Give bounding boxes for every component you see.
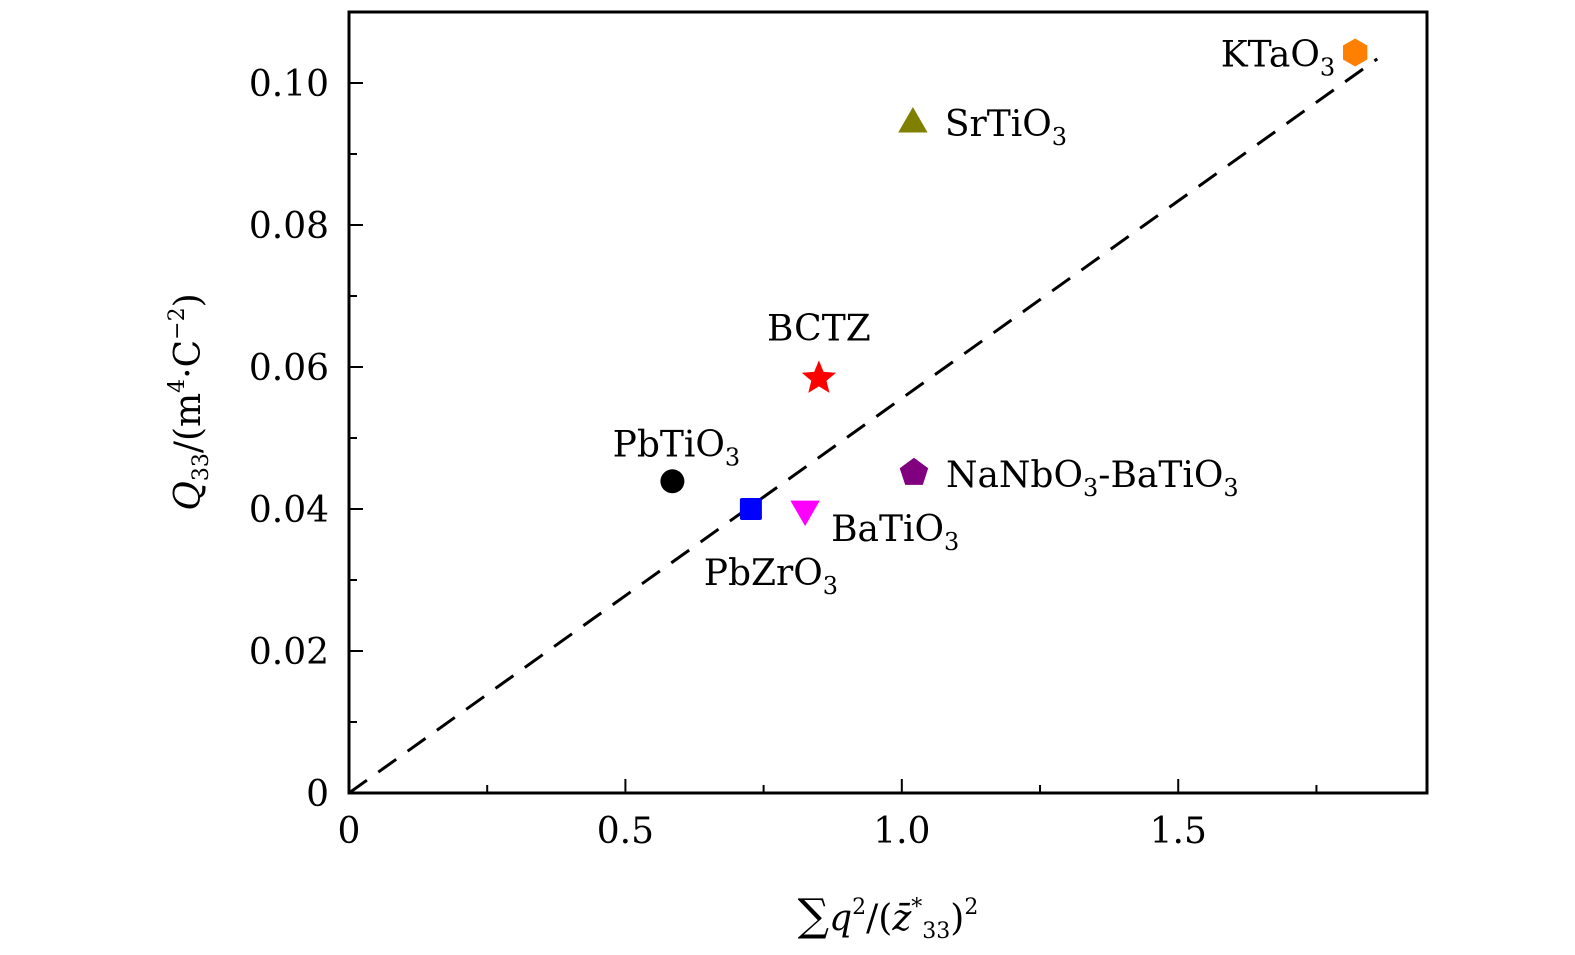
ticks-layer: 0 0.5 1.0 1.5 0 0.02 0.04 0.06 0.08 0.10: [249, 64, 1318, 852]
star-marker: [801, 360, 836, 393]
y-tick-label: 0.08: [249, 206, 329, 247]
circle-marker: [660, 469, 685, 494]
x-tick-label: 0: [338, 811, 361, 852]
data-point-pbzro3: PbZrO3: [704, 498, 838, 600]
hexagon-marker: [1343, 38, 1368, 67]
point-label: BCTZ: [767, 308, 871, 349]
data-point-srtio3: SrTiO3: [898, 104, 1067, 151]
point-label: NaNbO3-BaTiO3: [946, 455, 1239, 502]
x-tick-label: 1.0: [873, 811, 930, 852]
point-label: SrTiO3: [945, 104, 1067, 151]
y-tick-label: 0.04: [249, 490, 329, 531]
fit-line-layer: [348, 57, 1379, 795]
plot-frame: [347, 10, 1429, 795]
data-point-pbtio3: PbTiO3: [613, 424, 741, 494]
point-label: BaTiO3: [831, 509, 959, 556]
y-tick-label: 0.10: [249, 64, 329, 105]
x-tick-label: 1.5: [1150, 811, 1207, 852]
data-point-ktao3: KTaO3: [1221, 34, 1368, 81]
y-tick-label: 0: [306, 774, 329, 815]
data-point-batio3: BaTiO3: [790, 500, 959, 556]
point-label: PbZrO3: [704, 553, 838, 600]
y-tick-label: 0.02: [249, 632, 329, 673]
pentagon-marker: [899, 457, 929, 485]
y-axis-label: Q33/(m4·C−2): [165, 293, 214, 510]
x-tick-label: 0.5: [597, 811, 654, 852]
triangle-down-marker: [790, 500, 820, 527]
fit-line: [348, 57, 1379, 795]
x-axis-label: ∑q2/(z̄*33)2: [798, 890, 979, 944]
triangle-up-marker: [898, 107, 928, 133]
data-point-nanbo3-batio3: NaNbO3-BaTiO3: [899, 455, 1239, 502]
data-point-bctz: BCTZ: [767, 308, 871, 393]
point-label: KTaO3: [1221, 34, 1335, 81]
y-tick-label: 0.06: [249, 348, 329, 389]
square-marker: [739, 498, 762, 520]
point-label: PbTiO3: [613, 424, 741, 471]
